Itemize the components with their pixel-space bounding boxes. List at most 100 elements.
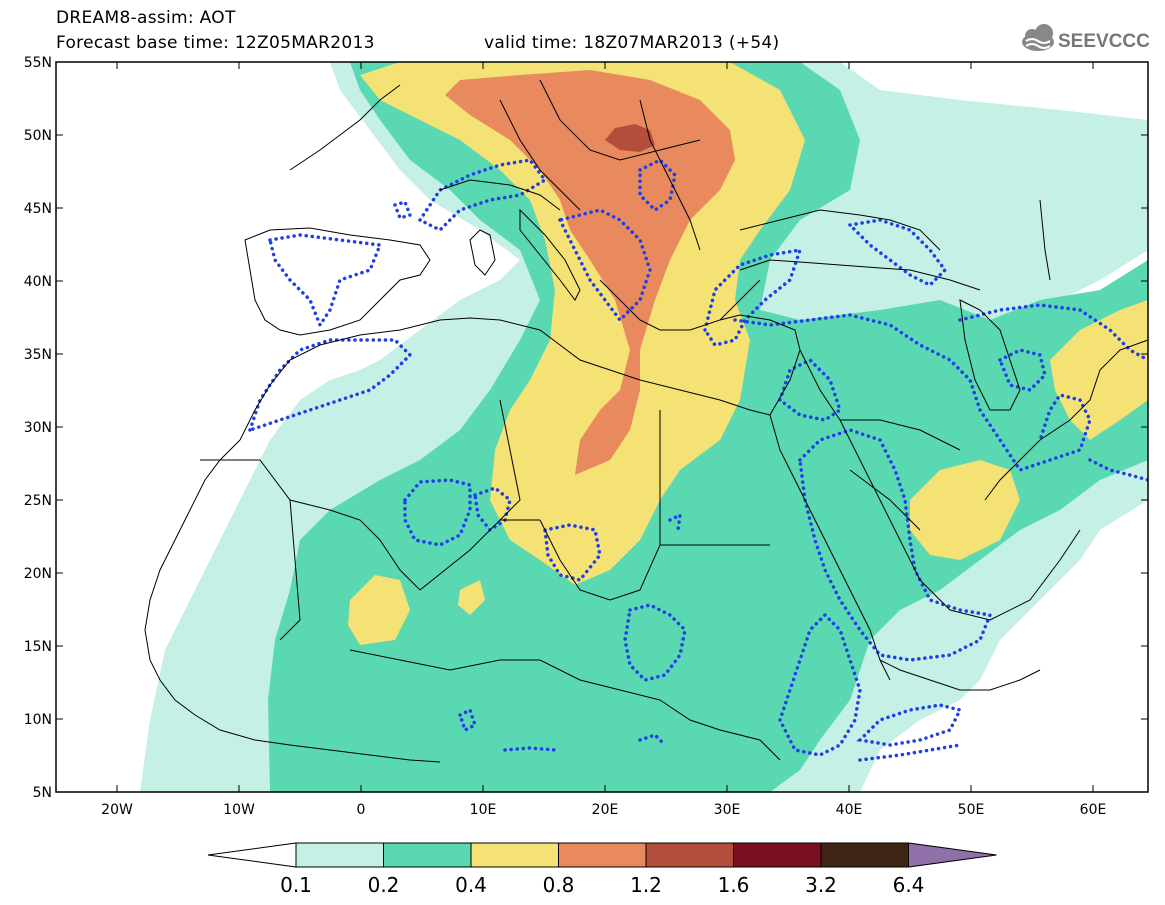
- colorbar-label: 0.8: [543, 873, 575, 897]
- contour-line: [543, 523, 602, 582]
- contour-line: [392, 199, 413, 221]
- contour-line: [247, 338, 413, 433]
- lat-label: 5N: [33, 785, 52, 801]
- contour-line: [798, 428, 993, 662]
- colorbar-box: [820, 842, 909, 868]
- lat-labels: 55N 50N 45N 40N 35N 30N 25N 20N 15N 10N 5N: [24, 55, 52, 801]
- colorbar-box: [558, 842, 647, 868]
- logo-text: SEEVCCC: [1058, 31, 1150, 52]
- map-title: DREAM8-assim: AOT: [56, 8, 236, 28]
- contour-line: [623, 603, 687, 682]
- colorbar-box: [733, 842, 822, 868]
- contour-line: [846, 218, 948, 288]
- contour-line: [777, 357, 843, 422]
- coastline: [984, 339, 1148, 501]
- lon-ticks: [116, 62, 1094, 792]
- coastline: [599, 279, 761, 331]
- coastline: [519, 208, 581, 301]
- coastline: [769, 414, 891, 681]
- contour-line: [668, 511, 683, 532]
- colorbar-label: 1.2: [630, 873, 662, 897]
- lat-label: 10N: [24, 712, 52, 728]
- coastline: [959, 299, 1021, 411]
- lat-label: 15N: [24, 639, 52, 655]
- contour-line: [417, 158, 548, 233]
- aot-fields: [140, 62, 1148, 792]
- lat-label: 20N: [24, 566, 52, 582]
- coastline: [439, 179, 561, 211]
- lon-label: 20E: [592, 802, 619, 818]
- contour-line: [733, 313, 1092, 473]
- contour-line: [703, 247, 803, 347]
- contour-line: [858, 743, 962, 762]
- border: [539, 519, 770, 601]
- coastline: [719, 314, 801, 416]
- aot-band-peak: [605, 124, 655, 152]
- border: [639, 99, 701, 251]
- border: [349, 649, 661, 701]
- border: [539, 79, 701, 161]
- lat-label: 35N: [24, 347, 52, 363]
- contour-line: [1088, 458, 1148, 482]
- border: [659, 699, 781, 761]
- colorbar-label: 0.2: [368, 873, 400, 897]
- colorbar-label: 3.2: [805, 873, 837, 897]
- coastline: [799, 349, 1081, 621]
- seevccc-logo: SEEVCCC: [1022, 24, 1150, 52]
- colorbar-min-arrow: [207, 842, 297, 868]
- lon-label: 30E: [714, 802, 741, 818]
- colorbar-max-arrow: [908, 842, 997, 868]
- border: [499, 399, 521, 521]
- colorbar-box: [295, 842, 384, 868]
- aot-band-high: [348, 575, 410, 645]
- lon-label: 40E: [836, 802, 863, 818]
- coastlines: [144, 79, 1148, 763]
- lat-label: 30N: [24, 420, 52, 436]
- coastline: [289, 84, 401, 171]
- lat-label: 55N: [24, 55, 52, 71]
- border: [200, 459, 540, 591]
- cloud-icon: [1022, 24, 1054, 51]
- colorbar-labels: 0.1 0.2 0.4 0.8 1.2 1.6 3.2 6.4: [280, 873, 924, 897]
- lat-label: 50N: [24, 128, 52, 144]
- colorbar-label: 1.6: [718, 873, 750, 897]
- colorbar-label: 6.4: [893, 873, 925, 897]
- colorbar-label: 0.4: [455, 873, 487, 897]
- contour-line: [503, 746, 557, 752]
- lat-label: 45N: [24, 201, 52, 217]
- contour-line: [958, 303, 1148, 362]
- coastline: [739, 259, 981, 291]
- aot-band-high: [910, 460, 1020, 560]
- colorbar-box: [383, 842, 472, 868]
- contour-line: [856, 703, 963, 747]
- lat-label: 40N: [24, 274, 52, 290]
- lon-label: 20W: [101, 802, 133, 818]
- border: [840, 419, 961, 451]
- contour-line: [997, 348, 1047, 392]
- lon-label: 60E: [1080, 802, 1107, 818]
- lon-label: 0: [357, 802, 366, 818]
- lon-label: 10E: [470, 802, 497, 818]
- border: [849, 469, 921, 531]
- coastline: [244, 227, 431, 336]
- border: [279, 499, 301, 641]
- border: [499, 99, 581, 211]
- coastline: [239, 317, 771, 441]
- colorbar-label: 0.1: [280, 873, 312, 897]
- colorbar-boxes: [207, 842, 997, 868]
- colorbar-box: [470, 842, 559, 868]
- coastline: [144, 439, 441, 763]
- coastline: [879, 659, 1041, 691]
- lon-labels: 20W 10W 0 10E 20E 30E 40E 50E 60E: [101, 802, 1106, 818]
- valid-time: valid time: 18Z07MAR2013 (+54): [484, 33, 780, 53]
- coastline: [469, 229, 496, 276]
- aot-band-high: [458, 580, 485, 615]
- border: [1039, 199, 1051, 281]
- forecast-base-time: Forecast base time: 12Z05MAR2013: [56, 33, 375, 53]
- lat-ticks: [56, 61, 1148, 793]
- contour-line: [638, 157, 677, 213]
- lon-label: 10W: [223, 802, 255, 818]
- colorbar-box: [645, 842, 734, 868]
